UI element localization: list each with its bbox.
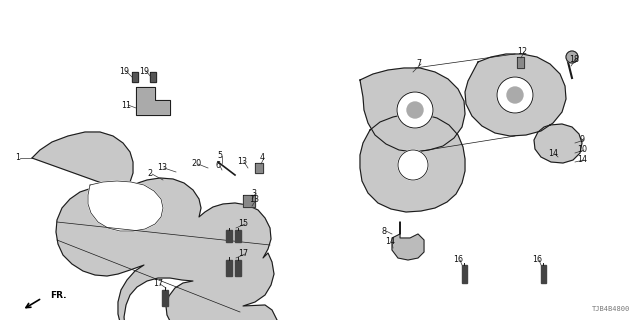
Polygon shape bbox=[517, 57, 524, 68]
Text: 7: 7 bbox=[417, 60, 422, 68]
Text: 5: 5 bbox=[218, 151, 223, 161]
Text: 2: 2 bbox=[147, 170, 152, 179]
Text: 3: 3 bbox=[252, 188, 257, 197]
Text: FR.: FR. bbox=[50, 291, 67, 300]
Text: 10: 10 bbox=[577, 146, 587, 155]
Text: 18: 18 bbox=[569, 54, 579, 63]
Text: 16: 16 bbox=[453, 255, 463, 265]
Polygon shape bbox=[255, 163, 263, 173]
Bar bbox=[235, 260, 241, 276]
Circle shape bbox=[398, 150, 428, 180]
Text: 20: 20 bbox=[191, 159, 201, 169]
Text: TJB4B4800: TJB4B4800 bbox=[592, 306, 630, 312]
Polygon shape bbox=[392, 222, 424, 260]
Polygon shape bbox=[465, 54, 566, 136]
Circle shape bbox=[497, 77, 533, 113]
Text: 14: 14 bbox=[548, 149, 558, 158]
Text: 14: 14 bbox=[577, 156, 587, 164]
Polygon shape bbox=[136, 87, 170, 115]
Text: 19: 19 bbox=[139, 67, 149, 76]
Bar bbox=[462, 265, 467, 283]
Text: 13: 13 bbox=[237, 157, 247, 166]
Bar bbox=[162, 290, 168, 306]
Text: 8: 8 bbox=[381, 227, 387, 236]
Text: 4: 4 bbox=[259, 154, 264, 163]
Text: 13: 13 bbox=[249, 196, 259, 204]
Text: 16: 16 bbox=[532, 255, 542, 265]
Text: 13: 13 bbox=[157, 164, 167, 172]
Polygon shape bbox=[243, 195, 255, 207]
Text: 12: 12 bbox=[517, 47, 527, 57]
Text: 17: 17 bbox=[153, 279, 163, 289]
Bar bbox=[235, 230, 241, 242]
Circle shape bbox=[397, 92, 433, 128]
Polygon shape bbox=[150, 72, 156, 82]
Polygon shape bbox=[32, 132, 277, 320]
Polygon shape bbox=[360, 114, 465, 212]
Text: 1: 1 bbox=[15, 154, 20, 163]
Bar bbox=[541, 265, 546, 283]
Polygon shape bbox=[88, 181, 163, 231]
Polygon shape bbox=[534, 124, 582, 163]
Text: 15: 15 bbox=[238, 220, 248, 228]
Circle shape bbox=[407, 102, 423, 118]
Polygon shape bbox=[360, 68, 465, 152]
Bar bbox=[226, 230, 232, 242]
Text: 19: 19 bbox=[119, 67, 129, 76]
Text: 11: 11 bbox=[121, 100, 131, 109]
Text: 9: 9 bbox=[579, 135, 584, 145]
Polygon shape bbox=[132, 72, 138, 82]
Circle shape bbox=[566, 51, 578, 63]
Circle shape bbox=[507, 87, 523, 103]
Text: 6: 6 bbox=[216, 162, 221, 171]
Bar bbox=[226, 260, 232, 276]
Text: 14: 14 bbox=[385, 237, 395, 246]
Text: 17: 17 bbox=[238, 250, 248, 259]
